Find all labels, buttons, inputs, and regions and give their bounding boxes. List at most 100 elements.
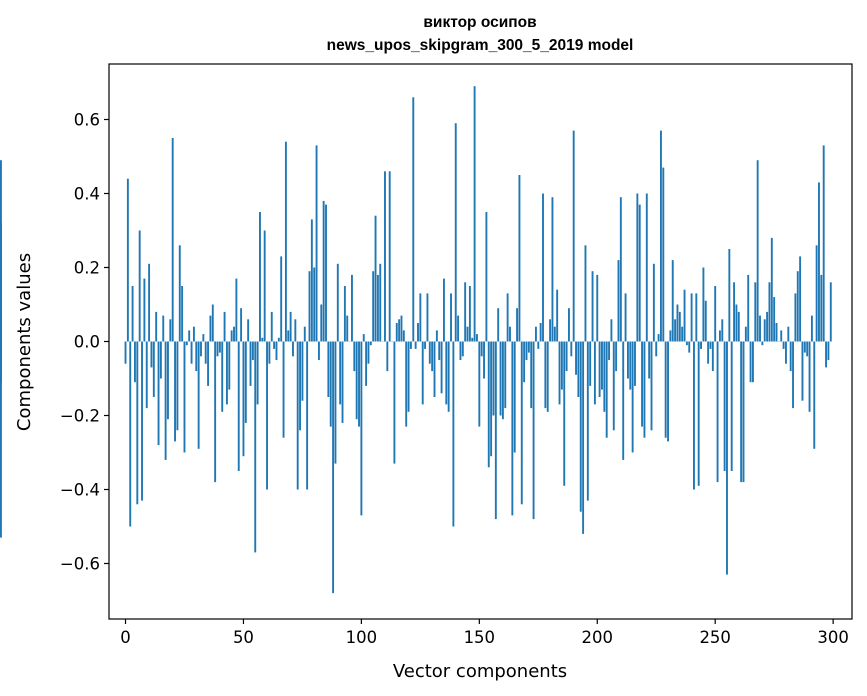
bar — [247, 319, 250, 342]
bar — [643, 341, 646, 438]
bar — [674, 319, 677, 342]
bar — [492, 341, 495, 416]
bar — [188, 330, 191, 342]
bar — [195, 341, 198, 372]
bar — [369, 341, 372, 346]
bar — [591, 271, 594, 342]
bar — [164, 341, 167, 460]
bar — [825, 341, 827, 368]
bar — [225, 341, 228, 405]
bar — [214, 341, 217, 483]
bar — [688, 341, 691, 353]
bar — [773, 297, 776, 342]
bar — [631, 341, 634, 453]
bar — [501, 341, 504, 420]
bar — [806, 341, 809, 357]
bar — [657, 334, 660, 342]
bar — [197, 341, 200, 449]
bar — [568, 308, 570, 342]
bar — [751, 341, 754, 383]
bar — [417, 323, 419, 342]
bar — [473, 86, 476, 342]
bars-group — [0, 86, 832, 594]
bar — [612, 341, 615, 431]
bar — [277, 337, 280, 342]
bar — [818, 182, 820, 342]
plot-frame — [108, 63, 853, 620]
bar — [287, 330, 290, 342]
y-axis-ticks: −0.6 −0.4 −0.2 0.0 0.2 0.4 0.6 — [60, 111, 109, 574]
bar — [275, 341, 278, 360]
bar — [579, 341, 582, 512]
bar — [136, 341, 139, 505]
bar — [301, 341, 304, 401]
bar — [822, 145, 825, 342]
bar — [209, 315, 212, 342]
bar — [601, 341, 603, 390]
bar — [652, 263, 655, 342]
bar — [244, 341, 247, 423]
bar — [192, 326, 195, 342]
bar — [733, 282, 736, 342]
bar — [0, 223, 2, 342]
bar — [240, 308, 243, 342]
bar — [433, 341, 436, 397]
bar — [589, 341, 592, 386]
bar — [702, 267, 705, 342]
bar — [315, 145, 318, 342]
bar — [596, 274, 599, 342]
bar — [332, 341, 335, 594]
bar — [339, 341, 342, 405]
bar — [273, 341, 276, 349]
bar — [233, 326, 235, 342]
bar — [266, 341, 268, 490]
bar — [584, 245, 587, 342]
bar — [605, 341, 608, 438]
bar — [768, 282, 771, 342]
x-tick-label: 50 — [233, 628, 254, 647]
bar — [167, 341, 169, 420]
bar — [676, 304, 679, 342]
bar — [414, 341, 417, 349]
bar — [509, 326, 511, 342]
bar — [292, 341, 294, 357]
bar — [0, 341, 2, 538]
bar — [176, 341, 179, 431]
bar — [353, 341, 356, 372]
bar — [412, 97, 415, 342]
bar — [678, 311, 681, 342]
bar — [636, 193, 639, 342]
bar — [532, 341, 535, 520]
x-tick-label: 100 — [346, 628, 378, 647]
bar — [296, 341, 299, 490]
bar — [726, 341, 728, 575]
bar — [237, 341, 240, 471]
bar — [218, 341, 221, 353]
bar — [263, 230, 266, 342]
bar — [471, 337, 474, 342]
bar — [313, 267, 316, 342]
bar — [303, 326, 306, 342]
bar — [289, 311, 292, 342]
bar — [329, 341, 332, 427]
bar — [145, 341, 148, 409]
bar — [721, 319, 724, 342]
bar — [740, 341, 743, 483]
bar — [756, 160, 759, 342]
bar — [586, 341, 589, 501]
bar — [421, 341, 424, 405]
bar — [690, 293, 693, 342]
bar — [763, 319, 766, 342]
bar — [813, 341, 816, 449]
bar — [671, 260, 674, 342]
bar — [723, 341, 726, 471]
bar — [634, 341, 636, 386]
bar — [542, 193, 544, 342]
bar — [511, 341, 514, 516]
bar — [785, 341, 787, 364]
bar — [801, 341, 804, 401]
bar — [322, 200, 325, 342]
bar — [700, 341, 702, 349]
bar — [478, 341, 481, 427]
